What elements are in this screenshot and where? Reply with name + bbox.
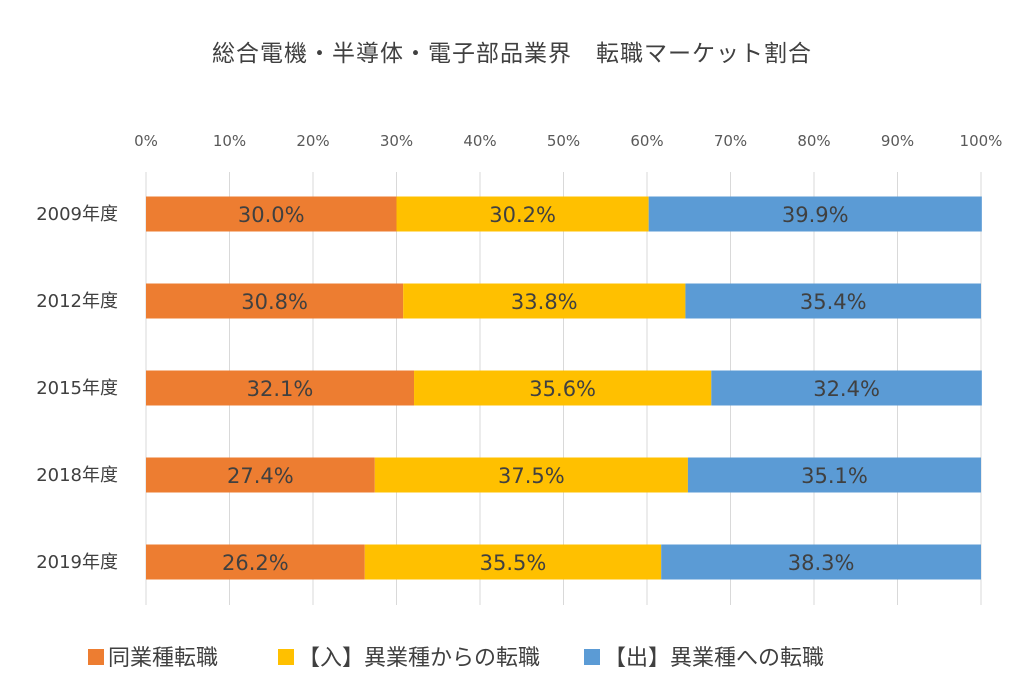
x-tick-label: 80% (797, 132, 830, 150)
category-label: 2018年度 (36, 465, 118, 486)
data-label: 35.4% (800, 290, 867, 314)
bar-segment (648, 196, 982, 232)
data-label: 30.8% (241, 290, 308, 314)
category-label: 2019年度 (36, 552, 118, 573)
bar-segment (711, 370, 982, 406)
x-tick-label: 100% (960, 132, 1003, 150)
x-tick-label: 0% (134, 132, 158, 150)
legend-swatch (584, 649, 600, 665)
legend-label: 【出】異業種への転職 (604, 646, 824, 671)
bar-segment (146, 196, 397, 232)
data-label: 27.4% (227, 464, 294, 488)
data-label: 35.5% (480, 551, 547, 575)
bar-segment (374, 457, 688, 493)
bar-segment (685, 283, 981, 319)
x-tick-label: 90% (881, 132, 914, 150)
category-label: 2015年度 (36, 378, 118, 399)
bar-segment (414, 370, 712, 406)
bar-segment (146, 370, 415, 406)
bar-segment (661, 544, 981, 580)
data-label: 38.3% (788, 551, 855, 575)
data-label: 30.2% (489, 203, 556, 227)
bar-segment (146, 544, 365, 580)
bar-segment (396, 196, 649, 232)
legend-swatch (88, 649, 104, 665)
data-label: 26.2% (222, 551, 289, 575)
chart-title: 総合電機・半導体・電子部品業界 転職マーケット割合 (212, 41, 812, 67)
x-tick-label: 60% (630, 132, 663, 150)
bar-segment (146, 457, 375, 493)
category-label: 2012年度 (36, 291, 118, 312)
legend-swatch (278, 649, 294, 665)
bar-segment (364, 544, 662, 580)
bar-segment (403, 283, 686, 319)
data-label: 32.4% (813, 377, 880, 401)
x-tick-label: 20% (296, 132, 329, 150)
bar-segment (146, 283, 404, 319)
data-label: 30.0% (238, 203, 305, 227)
data-label: 32.1% (247, 377, 314, 401)
x-tick-label: 40% (463, 132, 496, 150)
data-label: 37.5% (498, 464, 565, 488)
x-tick-label: 70% (714, 132, 747, 150)
data-label: 39.9% (782, 203, 849, 227)
data-label: 35.1% (801, 464, 868, 488)
data-label: 35.6% (529, 377, 596, 401)
x-tick-label: 50% (547, 132, 580, 150)
bar-segment (687, 457, 981, 493)
x-tick-label: 10% (213, 132, 246, 150)
category-label: 2009年度 (36, 204, 118, 225)
legend-label: 同業種転職 (108, 646, 218, 671)
data-label: 33.8% (511, 290, 578, 314)
x-tick-label: 30% (380, 132, 413, 150)
legend-label: 【入】異業種からの転職 (298, 646, 540, 671)
